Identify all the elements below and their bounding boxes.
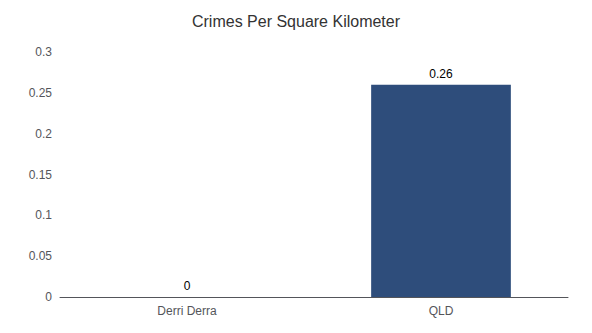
svg-text:0.25: 0.25 <box>29 86 53 100</box>
svg-text:0.1: 0.1 <box>35 208 52 222</box>
svg-text:Crimes Per Square Kilometer: Crimes Per Square Kilometer <box>192 13 401 30</box>
svg-text:0.05: 0.05 <box>29 249 53 263</box>
svg-text:Derri Derra: Derri Derra <box>157 304 217 318</box>
svg-text:0.3: 0.3 <box>35 45 52 59</box>
svg-text:0.15: 0.15 <box>29 168 53 182</box>
svg-text:0: 0 <box>45 290 52 304</box>
svg-text:0.2: 0.2 <box>35 127 52 141</box>
svg-text:QLD: QLD <box>429 304 454 318</box>
svg-text:0.26: 0.26 <box>429 67 453 81</box>
svg-text:0: 0 <box>184 279 191 293</box>
